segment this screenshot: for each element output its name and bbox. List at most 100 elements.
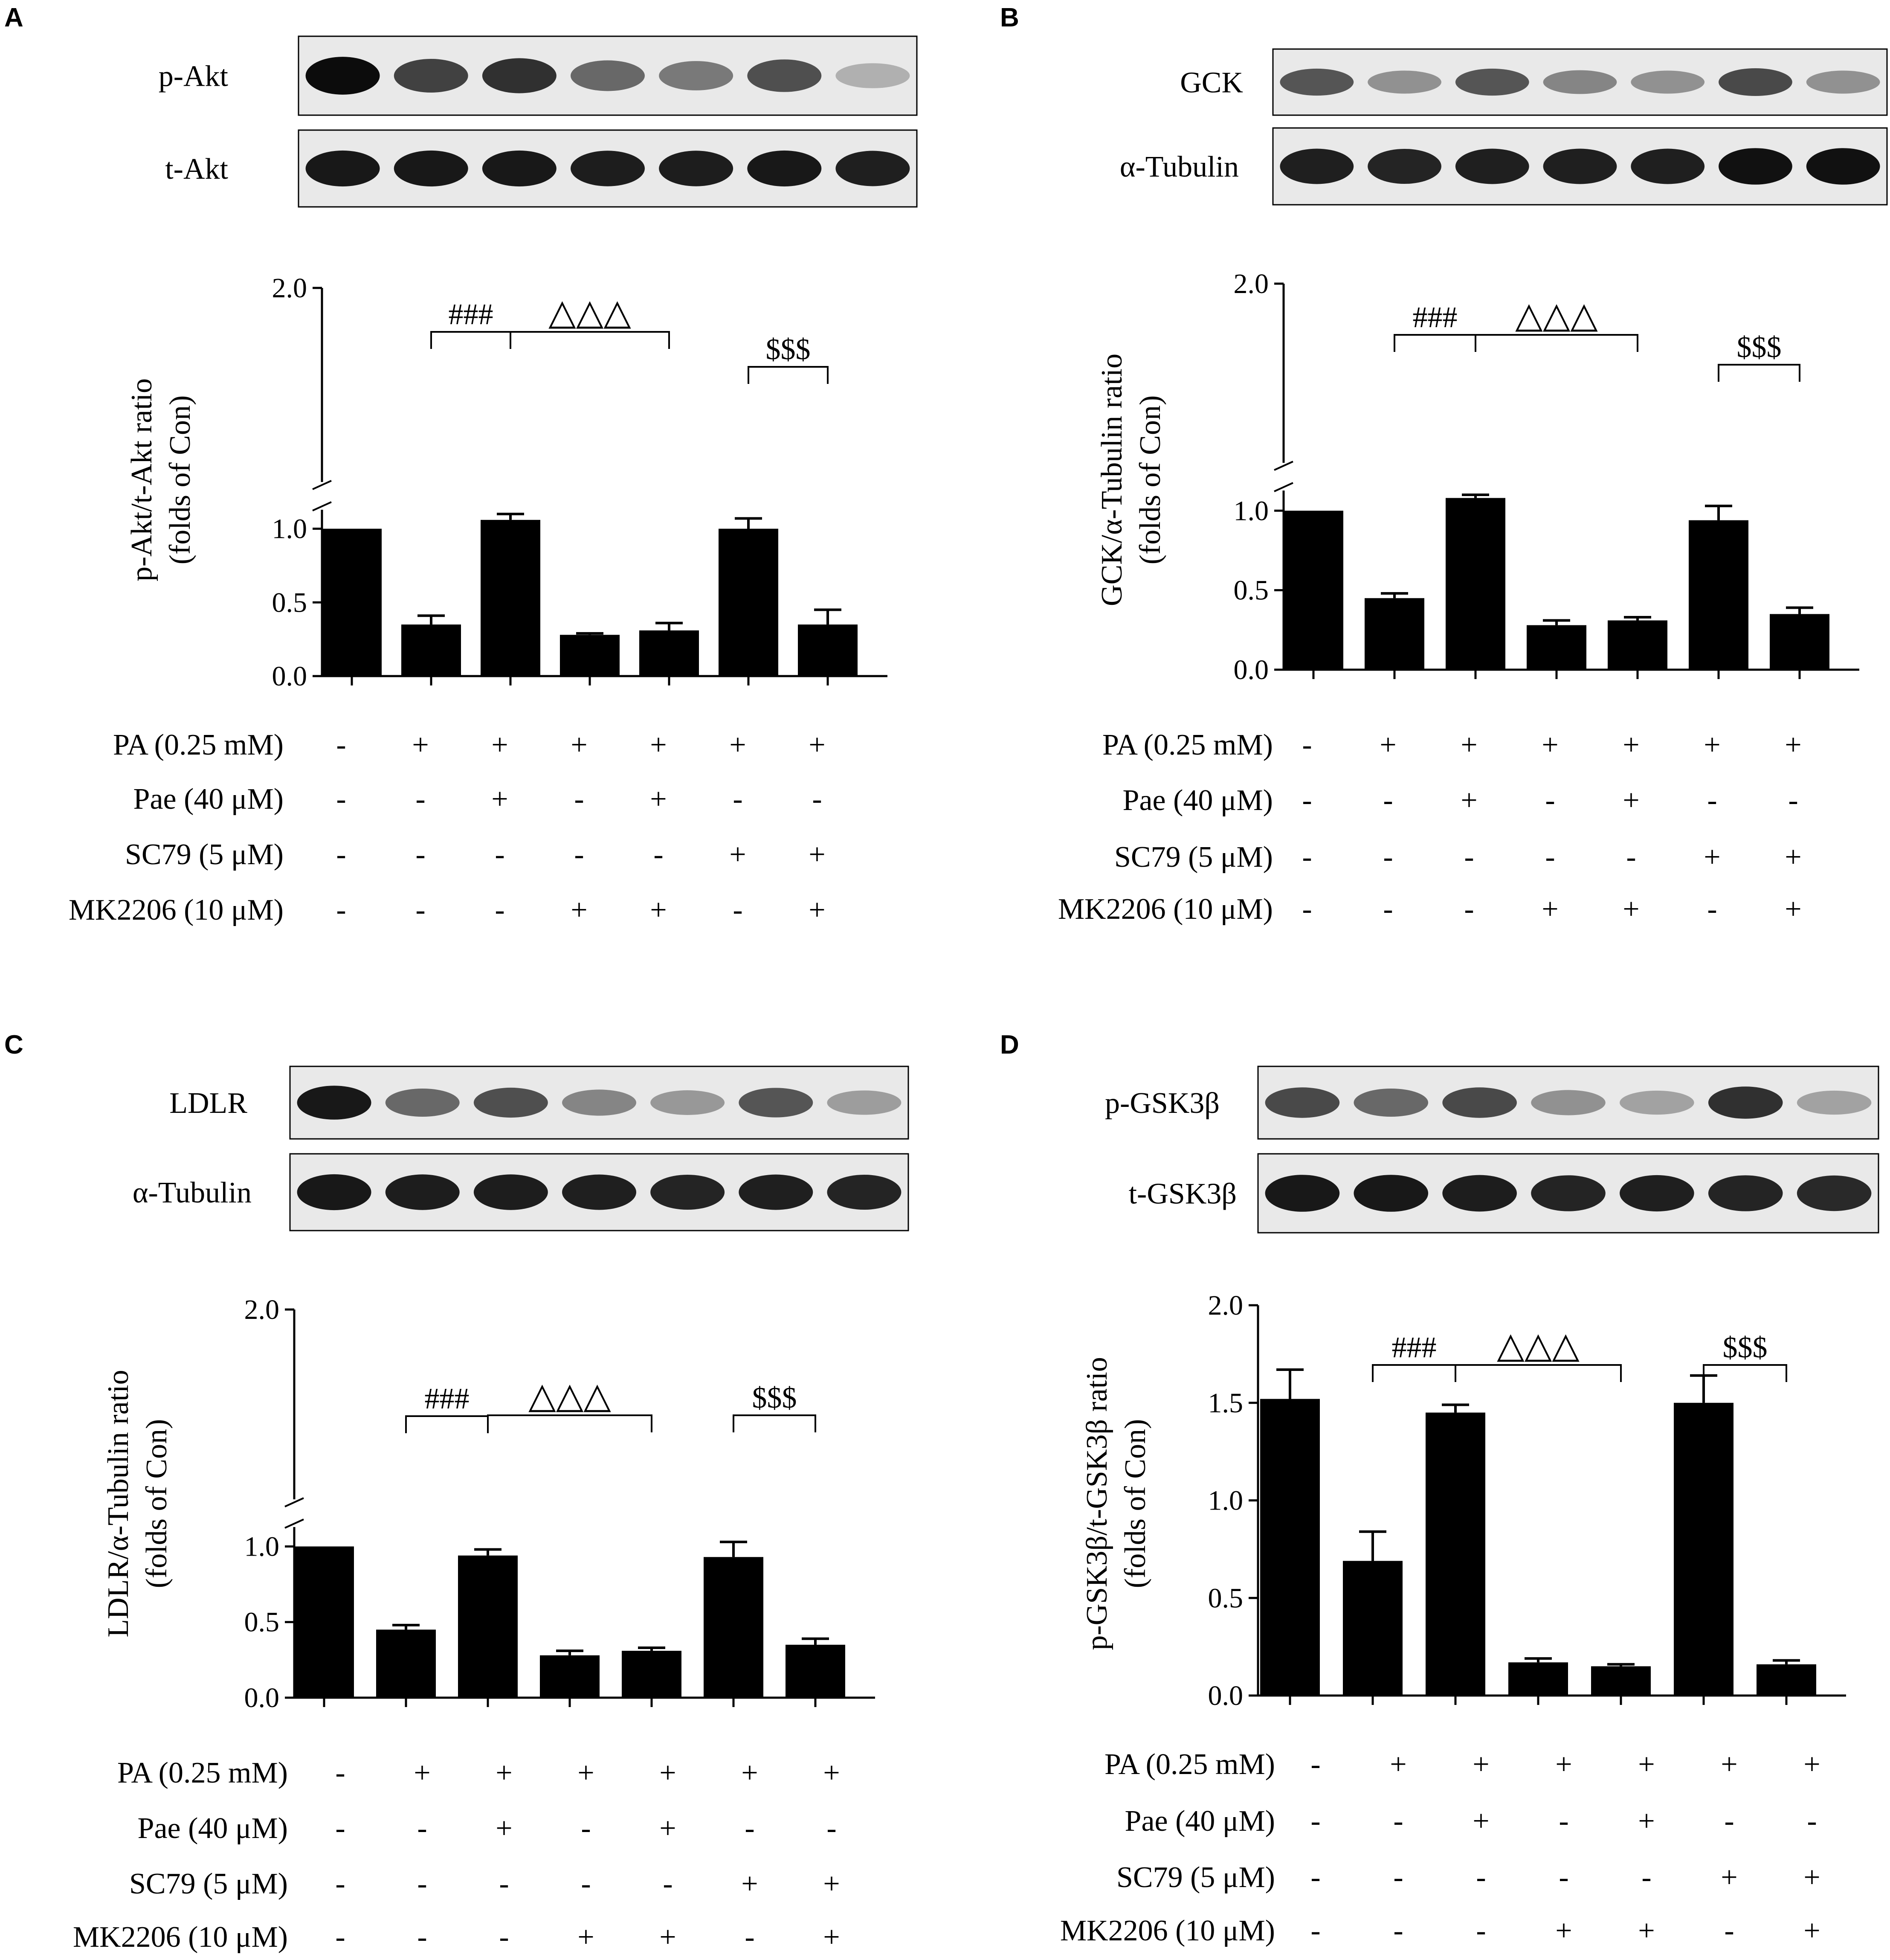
treatment-label: PA (0.25 mM) (1102, 729, 1273, 761)
treatment-sign: - (1383, 841, 1393, 874)
treatment-sign: + (571, 894, 587, 926)
significance-label: △△△ (1515, 296, 1598, 335)
blot-band (1708, 1175, 1783, 1211)
treatment-sign: + (729, 729, 746, 761)
treatment-sign: - (1393, 1805, 1403, 1838)
treatment-sign: - (663, 1867, 673, 1900)
treatment-sign: + (1638, 1748, 1655, 1781)
bar (1343, 1561, 1403, 1696)
blot-band (1265, 1087, 1340, 1118)
treatment-label: MK2206 (10 μM) (1060, 1914, 1275, 1947)
y-tick-label: 2.0 (1208, 1290, 1244, 1321)
treatment-sign: - (1302, 729, 1312, 761)
blot-band (1620, 1175, 1694, 1212)
blot-band (482, 58, 557, 93)
treatment-sign: + (1473, 1805, 1489, 1838)
treatment-sign: + (577, 1921, 594, 1954)
bar (639, 630, 699, 676)
treatment-sign: - (499, 1921, 509, 1954)
treatment-sign: - (335, 1921, 345, 1954)
treatment-sign: + (1542, 893, 1558, 926)
bar (1508, 1662, 1568, 1696)
y-tick-label: 1.0 (244, 1531, 280, 1562)
y-axis-label: GCK/α-Tubulin ratio (1096, 354, 1128, 606)
y-tick-label: 0.5 (1234, 575, 1269, 606)
treatment-sign: + (1803, 1861, 1820, 1894)
blot-band (297, 1086, 371, 1120)
treatment-sign: + (1555, 1914, 1572, 1947)
treatment-sign: - (581, 1867, 591, 1900)
treatment-sign: + (1542, 729, 1558, 761)
treatment-sign: - (574, 838, 584, 871)
blot-band (1354, 1175, 1429, 1212)
treatment-sign: - (495, 894, 504, 926)
y-axis-label: (folds of Con) (1134, 395, 1167, 565)
blot-band (1280, 148, 1354, 184)
treatment-sign: - (336, 838, 346, 871)
treatment-sign: + (659, 1812, 676, 1845)
treatment-label: Pae (40 μM) (138, 1812, 288, 1845)
treatment-label: SC79 (5 μM) (1114, 841, 1273, 874)
y-tick-label: 0.0 (272, 661, 307, 692)
bar (1770, 614, 1829, 670)
blot-band (650, 1174, 725, 1210)
treatment-sign: - (745, 1921, 754, 1954)
blot-band (1455, 148, 1529, 184)
blot-band (1265, 1175, 1340, 1212)
bar (798, 624, 858, 676)
treatment-sign: + (491, 729, 508, 761)
blot-band (1354, 1088, 1429, 1117)
treatment-sign: + (741, 1867, 758, 1900)
blot-band (835, 63, 910, 88)
treatment-sign: - (745, 1812, 754, 1845)
blot-row-label: t-GSK3β (1129, 1178, 1237, 1211)
bar (1591, 1666, 1651, 1696)
treatment-sign: + (414, 1757, 430, 1789)
treatment-sign: - (335, 1812, 345, 1845)
panel-b: B GCK α-Tubulin 0.0 0.5 1.0 2.0 GCK/α-Tubulin r… (1000, 3, 1888, 926)
significance-bracket (748, 366, 829, 384)
treatment-sign: + (1623, 893, 1639, 926)
panel-letter: B (1000, 3, 1019, 32)
blot-row-label: p-GSK3β (1105, 1087, 1220, 1120)
y-tick-label: 1.0 (1208, 1485, 1244, 1516)
treatment-sign: + (809, 729, 825, 761)
panel-letter: D (1000, 1030, 1019, 1060)
axis-break-mark (284, 1497, 304, 1507)
treatment-sign: - (1310, 1805, 1320, 1838)
significance-label: $$$ (1737, 331, 1782, 364)
treatment-sign: + (809, 838, 825, 871)
treatment-label: Pae (40 μM) (133, 783, 284, 816)
bar (1446, 498, 1505, 670)
significance-label: $$$ (766, 333, 811, 366)
significance-label: ### (425, 1382, 470, 1415)
treatment-sign: + (1785, 729, 1801, 761)
bar (1365, 598, 1424, 670)
treatment-sign: + (1461, 784, 1477, 817)
blot-band (835, 151, 910, 186)
treatment-sign: + (659, 1921, 676, 1954)
y-tick-label: 0.5 (244, 1607, 280, 1638)
y-axis-label: (folds of Con) (140, 1419, 173, 1588)
significance-bracket (405, 1415, 489, 1433)
bar (294, 1546, 354, 1698)
treatment-sign: + (1380, 729, 1396, 761)
significance-bracket (1475, 334, 1638, 352)
blot-band (562, 1089, 636, 1116)
treatment-sign: - (415, 894, 425, 926)
y-tick-label: 2.0 (1234, 268, 1269, 299)
treatment-sign: + (1623, 729, 1639, 761)
treatment-sign: - (415, 838, 425, 871)
treatment-sign: + (650, 783, 667, 816)
blot-band (394, 58, 468, 93)
y-tick-label: 0.5 (1208, 1583, 1244, 1614)
treatment-sign: - (417, 1867, 427, 1900)
y-axis-label: p-Akt/t-Akt ratio (125, 378, 158, 581)
treatment-sign: - (1641, 1861, 1651, 1894)
treatment-sign: + (650, 729, 667, 761)
treatment-label: SC79 (5 μM) (129, 1867, 288, 1900)
treatment-sign: + (1721, 1861, 1737, 1894)
bar (786, 1644, 845, 1698)
treatment-sign: - (581, 1812, 591, 1845)
bar (719, 528, 778, 676)
